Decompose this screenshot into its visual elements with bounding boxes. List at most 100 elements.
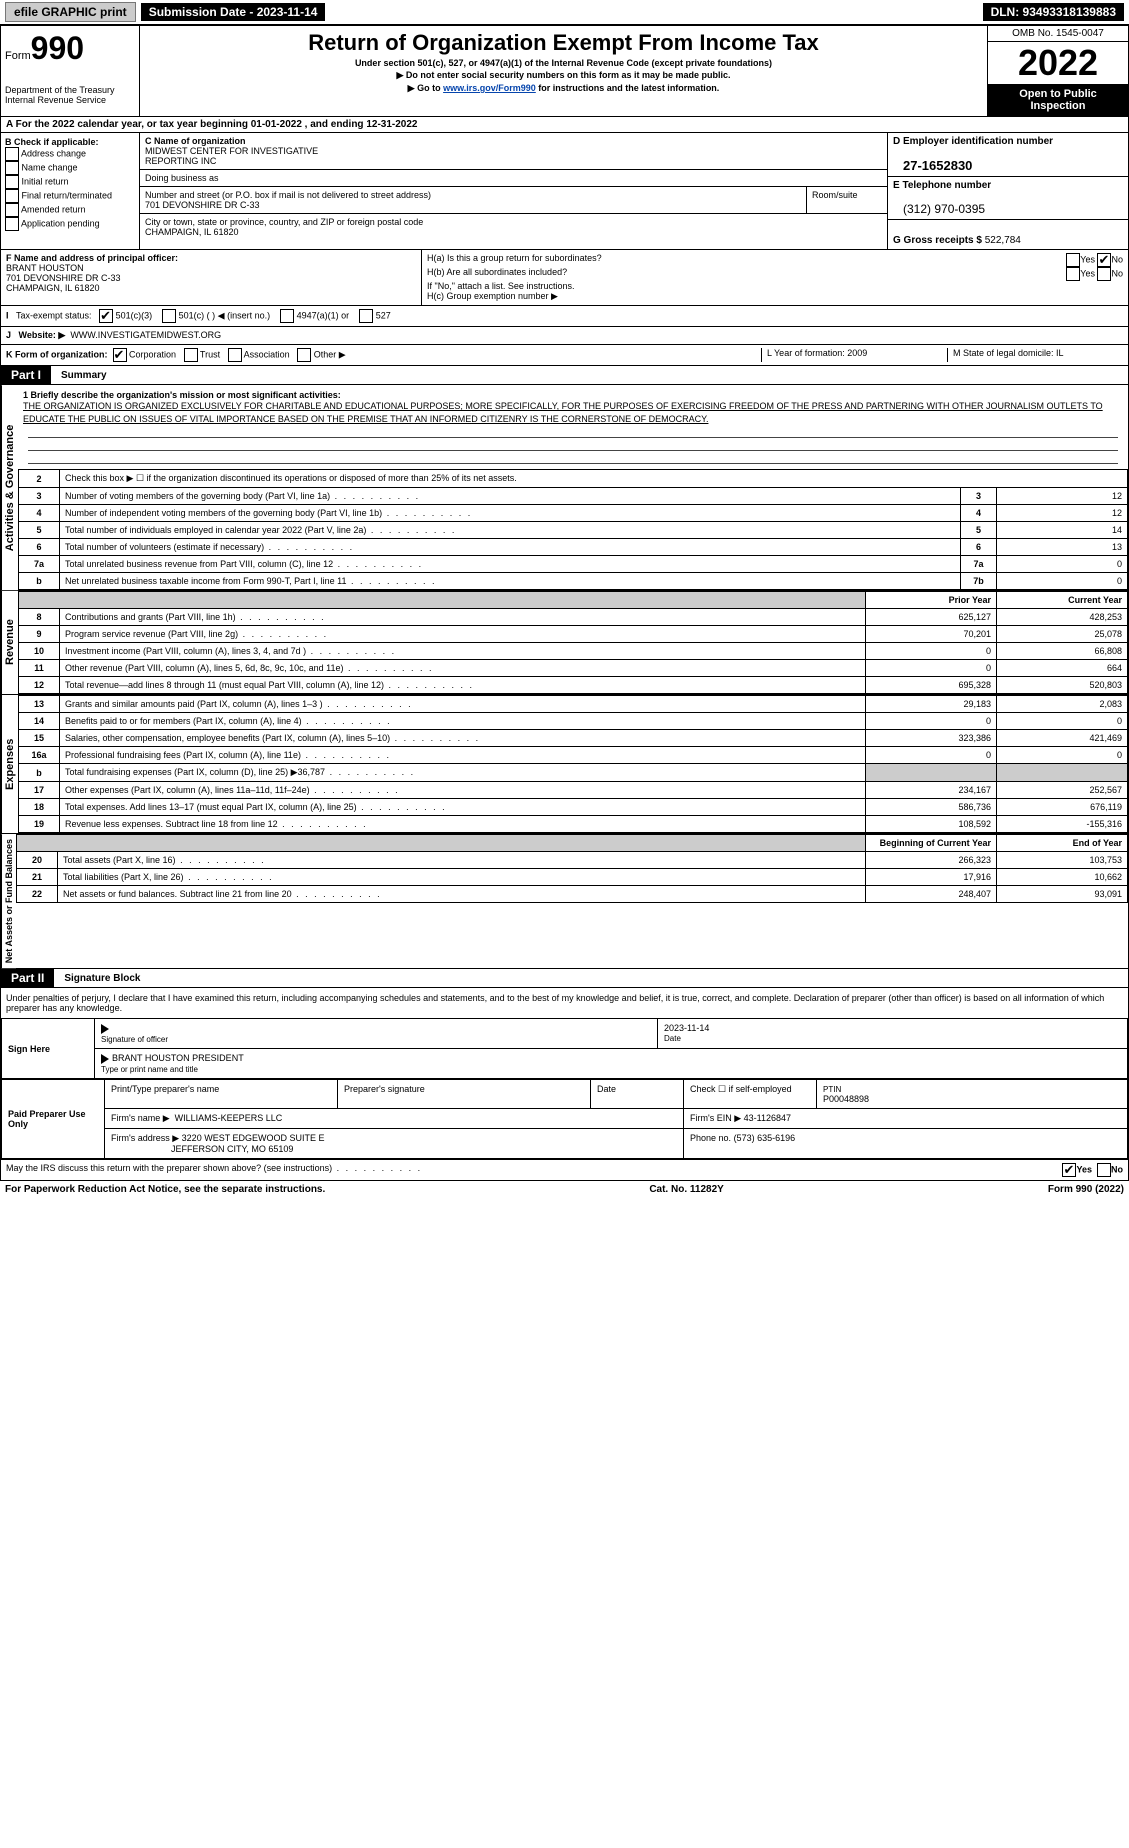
line-num: 3 <box>19 488 60 505</box>
line-num: 22 <box>17 886 58 903</box>
perjury-declaration: Under penalties of perjury, I declare th… <box>1 988 1128 1018</box>
prior-value: 29,183 <box>866 696 997 713</box>
ptin-value: P00048898 <box>823 1094 869 1104</box>
form-year: 2022 <box>988 42 1128 84</box>
firm-name-label: Firm's name ▶ <box>111 1113 170 1123</box>
opt-address-change[interactable]: Address change <box>5 147 135 161</box>
officer-group-row: F Name and address of principal officer:… <box>0 250 1129 306</box>
501c3-checkbox[interactable] <box>99 309 113 323</box>
line-text: Contributions and grants (Part VIII, lin… <box>60 609 866 626</box>
dba-label: Doing business as <box>140 170 887 187</box>
line-text: Grants and similar amounts paid (Part IX… <box>60 696 866 713</box>
line-text: Total expenses. Add lines 13–17 (must eq… <box>60 799 866 816</box>
tax-year-row: A For the 2022 calendar year, or tax yea… <box>0 117 1129 133</box>
line-num: 9 <box>19 626 60 643</box>
line-box: 7b <box>961 573 997 590</box>
line-box: 4 <box>961 505 997 522</box>
signature-block: Under penalties of perjury, I declare th… <box>0 988 1129 1180</box>
year-formation: L Year of formation: 2009 <box>761 348 947 362</box>
dln-label: DLN: 93493318139883 <box>983 3 1124 21</box>
trust-checkbox[interactable] <box>184 348 198 362</box>
prior-value: 266,323 <box>866 852 997 869</box>
opt-application-pending[interactable]: Application pending <box>5 217 135 231</box>
line-num: 14 <box>19 713 60 730</box>
current-value: 421,469 <box>997 730 1128 747</box>
other-checkbox[interactable] <box>297 348 311 362</box>
line-text: Net unrelated business taxable income fr… <box>60 573 961 590</box>
website-row: J Website: ▶ WWW.INVESTIGATEMIDWEST.ORG <box>0 327 1129 345</box>
state-domicile: M State of legal domicile: IL <box>947 348 1123 362</box>
discuss-answer[interactable]: Yes No <box>1062 1163 1123 1177</box>
firm-ein: 43-1126847 <box>744 1113 791 1123</box>
sig-officer-label: Signature of officer <box>101 1035 168 1044</box>
officer-label: F Name and address of principal officer: <box>6 253 178 263</box>
efile-button[interactable]: efile GRAPHIC print <box>5 2 136 22</box>
line-num: 8 <box>19 609 60 626</box>
col-header: Current Year <box>997 592 1128 609</box>
expenses-table: 13Grants and similar amounts paid (Part … <box>18 695 1128 833</box>
revenue-block: Revenue Prior YearCurrent Year8Contribut… <box>0 591 1129 695</box>
net-assets-block: Net Assets or Fund Balances Beginning of… <box>0 834 1129 969</box>
ha-answer[interactable]: Yes No <box>1066 253 1123 267</box>
opt-final-return[interactable]: Final return/terminated <box>5 189 135 203</box>
line-text: Total liabilities (Part X, line 26) <box>58 869 866 886</box>
prior-value: 323,386 <box>866 730 997 747</box>
prior-value: 0 <box>866 713 997 730</box>
goto-line: ▶ Go to www.irs.gov/Form990 for instruct… <box>146 83 981 94</box>
current-value: 103,753 <box>997 852 1128 869</box>
footer-row: For Paperwork Reduction Act Notice, see … <box>0 1181 1129 1198</box>
current-value: 676,119 <box>997 799 1128 816</box>
ein-phone-box: D Employer identification number 27-1652… <box>887 133 1128 249</box>
prior-value: 695,328 <box>866 677 997 694</box>
line-num: b <box>19 764 60 782</box>
submission-date-button[interactable]: Submission Date - 2023-11-14 <box>141 3 326 21</box>
sign-here-table: Sign Here Signature of officer 2023-11-1… <box>1 1018 1128 1078</box>
current-value <box>997 764 1128 782</box>
prior-value: 234,167 <box>866 782 997 799</box>
501c-checkbox[interactable] <box>162 309 176 323</box>
form-org-row: K Form of organization: Corporation Trus… <box>0 345 1129 366</box>
hb-answer[interactable]: Yes No <box>1066 267 1123 281</box>
line-text: Revenue less expenses. Subtract line 18 … <box>60 816 866 833</box>
prior-value: 625,127 <box>866 609 997 626</box>
form-title: Return of Organization Exempt From Incom… <box>144 30 983 56</box>
line-text: Professional fundraising fees (Part IX, … <box>60 747 866 764</box>
officer-typed-name: BRANT HOUSTON PRESIDENT <box>112 1053 244 1063</box>
form-header: Form990 Department of the Treasury Inter… <box>0 25 1129 117</box>
form-subtitle: Under section 501(c), 527, or 4947(a)(1)… <box>146 58 981 68</box>
opt-name-change[interactable]: Name change <box>5 161 135 175</box>
paid-preparer-table: Paid Preparer Use Only Print/Type prepar… <box>1 1079 1128 1159</box>
opt-initial-return[interactable]: Initial return <box>5 175 135 189</box>
col-header: Beginning of Current Year <box>866 835 997 852</box>
form-word: Form <box>5 50 31 62</box>
line-num: 4 <box>19 505 60 522</box>
prior-value: 0 <box>866 747 997 764</box>
prep-sig-label: Preparer's signature <box>338 1079 591 1108</box>
firm-ein-label: Firm's EIN ▶ <box>690 1113 741 1123</box>
officer-addr2: CHAMPAIGN, IL 61820 <box>6 283 100 293</box>
line-text: Total assets (Part X, line 16) <box>58 852 866 869</box>
footer-right: Form 990 (2022) <box>1048 1184 1124 1195</box>
assoc-checkbox[interactable] <box>228 348 242 362</box>
4947-checkbox[interactable] <box>280 309 294 323</box>
irs-link[interactable]: www.irs.gov/Form990 <box>443 83 536 93</box>
opt-amended-return[interactable]: Amended return <box>5 203 135 217</box>
corp-checkbox[interactable] <box>113 348 127 362</box>
prep-name-label: Print/Type preparer's name <box>105 1079 338 1108</box>
line-num: 6 <box>19 539 60 556</box>
line-text: Investment income (Part VIII, column (A)… <box>60 643 866 660</box>
prior-value: 0 <box>866 643 997 660</box>
ein-label: D Employer identification number <box>893 136 1053 147</box>
self-employed-check[interactable]: Check ☐ if self-employed <box>684 1079 817 1108</box>
footer-mid: Cat. No. 11282Y <box>649 1184 723 1195</box>
prior-value: 70,201 <box>866 626 997 643</box>
line-num: 20 <box>17 852 58 869</box>
prior-value: 0 <box>866 660 997 677</box>
box-b-title: B Check if applicable: <box>5 137 135 147</box>
city-label: City or town, state or province, country… <box>145 217 423 227</box>
side-net-assets: Net Assets or Fund Balances <box>1 834 16 968</box>
sign-here-label: Sign Here <box>2 1019 95 1078</box>
527-checkbox[interactable] <box>359 309 373 323</box>
form-number: 990 <box>31 30 84 66</box>
line-num: b <box>19 573 60 590</box>
